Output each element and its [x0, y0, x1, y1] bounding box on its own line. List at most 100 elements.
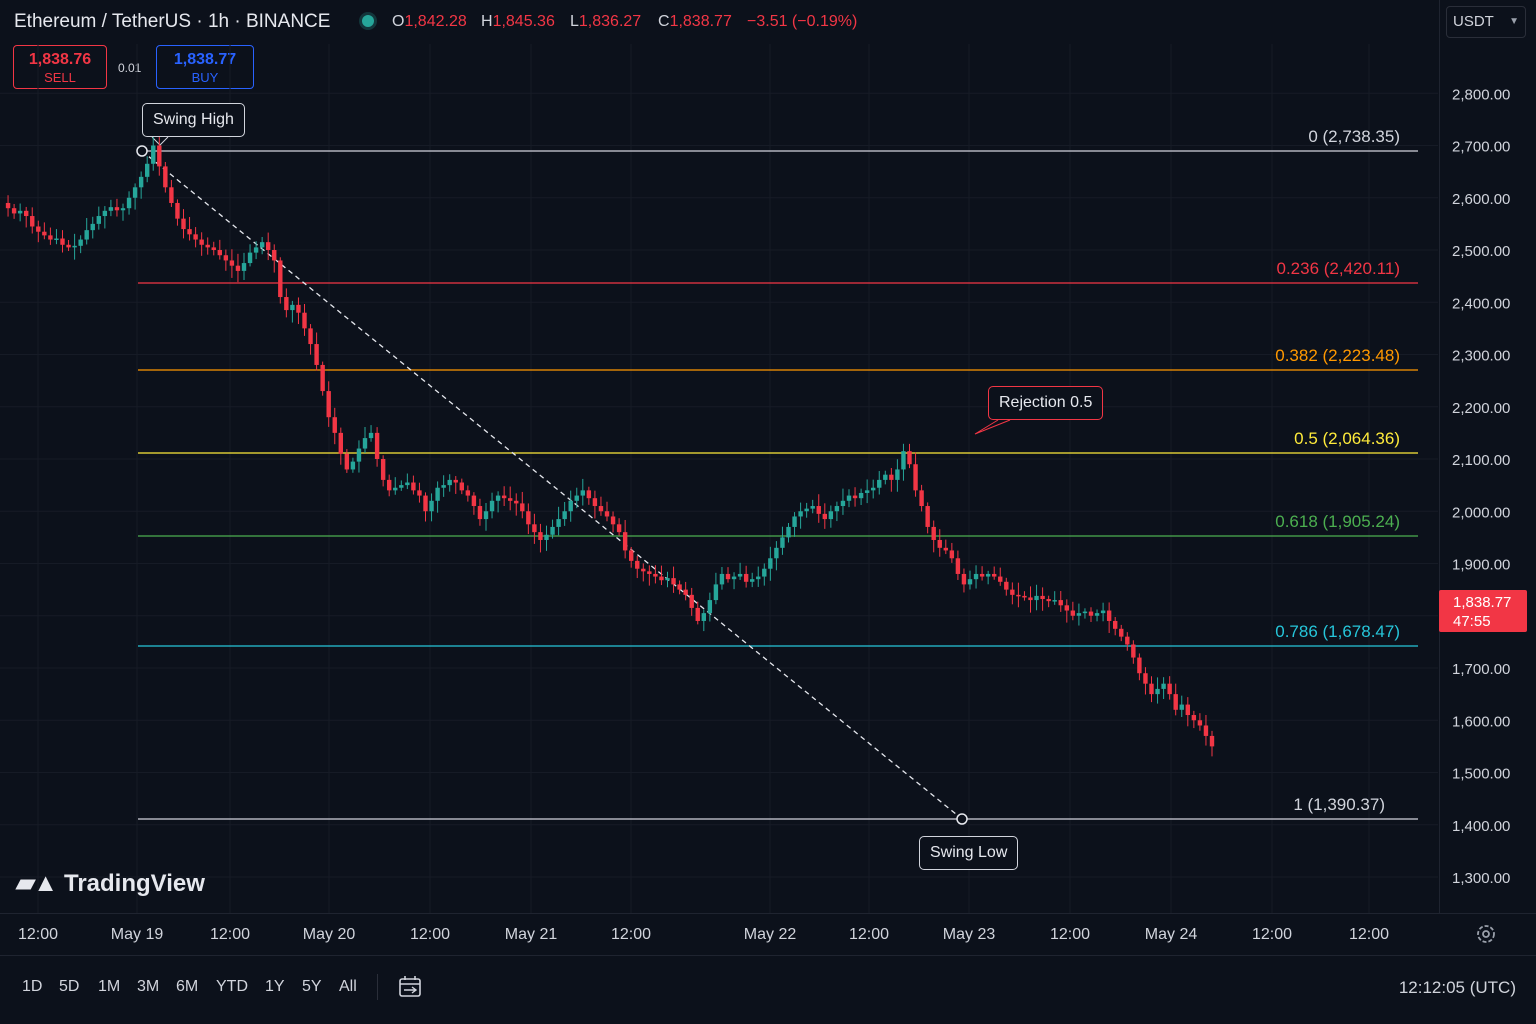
candle-down	[514, 500, 519, 504]
candle-down	[278, 260, 283, 298]
candle-down	[320, 364, 325, 392]
candle-up	[247, 252, 253, 264]
candle-up	[774, 547, 779, 559]
candle-down	[453, 479, 458, 483]
candle-up	[132, 187, 138, 198]
range-3m[interactable]: 3M	[137, 978, 160, 995]
candle-down	[266, 242, 271, 250]
candle-down	[538, 532, 543, 540]
candle-down	[36, 226, 41, 232]
buy-button[interactable]: 1,838.77 BUY	[156, 45, 254, 89]
utc-clock[interactable]: 12:12:05 (UTC)	[1398, 978, 1516, 997]
range-ytd[interactable]: YTD	[216, 978, 248, 995]
candle-up	[54, 238, 59, 241]
range-5y[interactable]: 5Y	[302, 978, 322, 995]
candle-down	[11, 208, 17, 214]
fibonacci-retracement[interactable]: 0 (2,738.35) 0.236 (2,420.11) 0.382 (2,223…	[138, 127, 1418, 820]
candle-down	[1203, 725, 1209, 736]
candle-down	[683, 589, 688, 595]
range-1d[interactable]: 1D	[22, 978, 43, 995]
candle-up	[737, 573, 743, 577]
candle-up	[877, 479, 882, 488]
candle-down	[235, 265, 241, 271]
price-tick-label: 2,000.00	[1452, 504, 1510, 521]
candle-down	[1197, 720, 1203, 726]
candle-down	[1088, 611, 1094, 616]
swing-high-callout[interactable]: Swing High	[142, 103, 245, 137]
gear-icon[interactable]	[1474, 922, 1498, 946]
candle-down	[586, 490, 592, 499]
buy-price: 1,838.77	[173, 51, 237, 68]
candle-up	[756, 576, 761, 580]
candle-down	[1131, 644, 1136, 658]
logo-text: TradingView	[63, 870, 205, 897]
candle-up	[126, 197, 132, 209]
swing-trend-line[interactable]	[136, 136, 1011, 825]
range-1y[interactable]: 1Y	[265, 978, 285, 995]
candle-up	[901, 451, 906, 470]
swing-low-anchor[interactable]	[956, 813, 968, 825]
candle-up	[713, 584, 719, 601]
order-quantity[interactable]: 0.01	[118, 61, 142, 75]
sell-price: 1,838.76	[28, 51, 92, 68]
range-5d[interactable]: 5D	[59, 978, 80, 995]
candle-down	[955, 558, 961, 574]
low-value: 1,836.27	[578, 13, 642, 30]
swing-low-callout[interactable]: Swing Low	[919, 836, 1019, 870]
candle-up	[241, 263, 247, 271]
high-value: 1,845.36	[492, 13, 555, 30]
date-range-icon[interactable]	[397, 974, 423, 1000]
candle-down	[647, 571, 652, 574]
ohlc-change: −3.51 (−0.19%)	[747, 13, 857, 31]
candle-up	[350, 461, 356, 470]
candle-down	[913, 464, 918, 491]
close-value: 1,838.77	[669, 13, 732, 30]
candle-down	[641, 568, 646, 572]
time-tick-label: 12:00	[1050, 926, 1090, 943]
time-tick-label: May 21	[505, 926, 558, 943]
time-axis[interactable]: 12:00 May 19 12:00 May 20 12:00 May 21 12:00 Ma…	[18, 926, 1389, 943]
candle-up	[707, 600, 713, 614]
time-tick-label: May 22	[744, 926, 797, 943]
candle-down	[998, 576, 1003, 582]
bottom-toolbar: 1D 5D 1M 3M 6M YTD 1Y 5Y All 12:12:05 (U…	[0, 955, 1536, 1018]
time-axis-divider	[0, 913, 1536, 914]
fib-level-label: 0.618 (1,905.24)	[1275, 512, 1400, 531]
candle-down	[610, 516, 616, 525]
range-6m[interactable]: 6M	[176, 978, 199, 995]
candle-up	[792, 516, 797, 527]
range-1m[interactable]: 1M	[98, 978, 121, 995]
candle-down	[24, 210, 29, 217]
swing-high-anchor[interactable]	[136, 145, 148, 157]
sell-button[interactable]: 1,838.76 SELL	[13, 45, 107, 89]
candle-down	[1137, 657, 1142, 674]
currency-select[interactable]: USDT ▼	[1446, 6, 1526, 38]
candle-down	[616, 524, 622, 533]
candle-down	[60, 238, 65, 245]
candle-down	[592, 498, 598, 507]
currency-value: USDT	[1453, 13, 1494, 30]
candle-up	[151, 145, 156, 164]
candle-down	[919, 490, 924, 507]
price-axis[interactable]: 1,300.00 1,400.00 1,500.00 1,600.00 1,700.00…	[1452, 86, 1510, 887]
price-tick-label: 1,300.00	[1452, 870, 1510, 887]
candle-down	[1016, 594, 1021, 597]
price-tick-label: 1,700.00	[1452, 661, 1510, 678]
candle-up	[495, 495, 501, 501]
price-chart[interactable]: 0 (2,738.35) 0.236 (2,420.11) 0.382 (2,223…	[0, 0, 1536, 955]
candle-down	[1185, 704, 1190, 716]
ohlc-close: C1,838.77	[658, 13, 732, 31]
swing-connector-line[interactable]	[141, 150, 963, 820]
candle-up	[120, 208, 126, 211]
price-tick-label: 2,600.00	[1452, 191, 1510, 208]
price-tick-label: 1,600.00	[1452, 713, 1510, 730]
candle-down	[695, 607, 700, 621]
candle-up	[574, 495, 579, 501]
ohlc-open: O1,842.28	[392, 13, 467, 31]
candle-up	[798, 511, 803, 517]
range-all[interactable]: All	[339, 978, 357, 995]
candle-down	[223, 255, 229, 261]
candle-down	[157, 145, 162, 167]
rejection-callout[interactable]: Rejection 0.5	[988, 386, 1104, 420]
symbol-title[interactable]: Ethereum / TetherUS · 1h · BINANCE	[14, 11, 331, 32]
